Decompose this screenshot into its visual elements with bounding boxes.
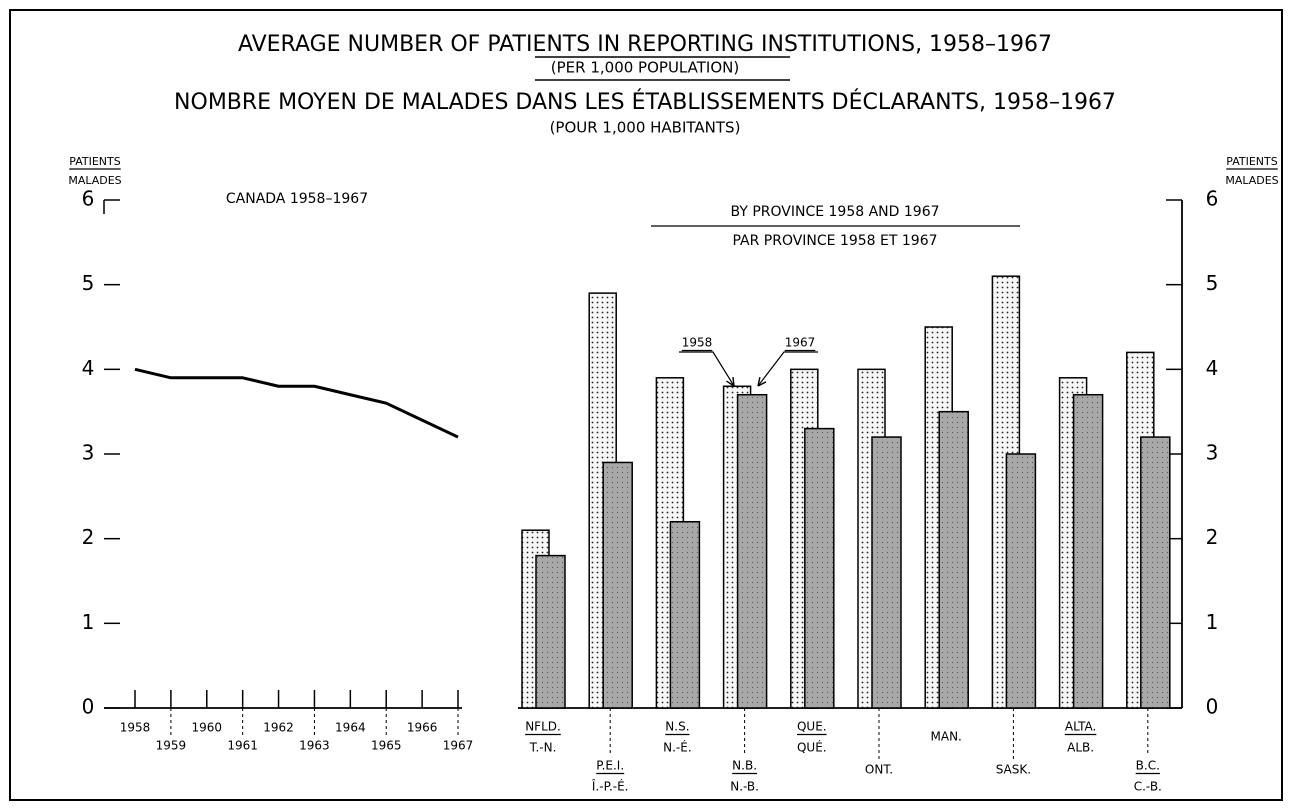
x-category-label-fr: T.-N.	[529, 741, 557, 755]
y-tick-label: 5	[82, 271, 95, 295]
x-category-label: ONT.	[865, 763, 893, 777]
annotation-arrowhead	[757, 377, 767, 387]
chart-title: CANADA 1958–1967	[226, 191, 368, 207]
x-category-label-fr: N.-B.	[730, 780, 759, 794]
y-axis-label-fr: MALADES	[68, 174, 121, 187]
bar	[938, 410, 969, 709]
series-annotation: 1967	[785, 336, 816, 350]
bar	[1072, 393, 1104, 709]
bar	[1005, 453, 1037, 709]
x-category-label: ALTA.	[1065, 720, 1096, 734]
x-category-label-fr: C.-B.	[1134, 780, 1162, 794]
y-tick-label: 6	[1206, 187, 1219, 211]
x-category-label-fr: Î.-P.-É.	[591, 779, 629, 794]
bar	[602, 461, 633, 709]
x-tick-label: 1965	[371, 739, 402, 753]
x-tick-label: 1959	[156, 739, 187, 753]
title-fr: NOMBRE MOYEN DE MALADES DANS LES ÉTABLIS…	[174, 89, 1116, 115]
y-tick-label: 6	[82, 187, 95, 211]
y-tick-label: 2	[1206, 525, 1219, 549]
x-tick-label: 1961	[227, 739, 258, 753]
bar	[736, 393, 768, 709]
x-tick-label: 1966	[407, 721, 438, 735]
x-category-label-fr: N.-É.	[663, 740, 692, 755]
chart-title: BY PROVINCE 1958 AND 1967	[730, 204, 939, 220]
x-category-label: P.E.I.	[596, 759, 624, 773]
x-category-label: MAN.	[931, 730, 962, 744]
annotation-arrow	[679, 351, 735, 387]
y-tick-label: 2	[82, 525, 95, 549]
x-category-label-fr: QUÉ.	[797, 740, 827, 755]
frame	[9, 9, 1283, 801]
bar	[669, 520, 701, 709]
y-tick-label: 4	[1206, 356, 1219, 380]
x-category-label: N.B.	[732, 759, 757, 773]
y-tick-label: 1	[82, 610, 95, 634]
x-tick-label: 1960	[192, 721, 223, 735]
x-category-label: SASK.	[996, 763, 1031, 777]
x-tick-label: 1963	[299, 739, 330, 753]
x-category-label: NFLD.	[525, 720, 561, 734]
x-tick-label: 1958	[120, 721, 151, 735]
y-tick-label: 5	[1206, 271, 1219, 295]
subtitle-fr: (POUR 1,000 HABITANTS)	[550, 119, 741, 137]
x-tick-label: 1964	[335, 721, 366, 735]
series-annotation: 1958	[682, 336, 713, 350]
y-tick-label: 0	[82, 695, 95, 719]
y-tick-label: 0	[1206, 695, 1219, 719]
x-category-label: QUE.	[797, 720, 827, 734]
y-axis-label-fr: MALADES	[1225, 174, 1278, 187]
annotation-arrowhead	[726, 376, 735, 387]
y-axis-label: PATIENTS	[1226, 155, 1277, 168]
y-axis-label: PATIENTS	[69, 155, 120, 168]
y-tick-label: 3	[82, 441, 95, 465]
bar	[804, 427, 835, 709]
x-tick-label: 1967	[443, 739, 474, 753]
annotation-arrow	[757, 351, 818, 387]
bar	[535, 554, 566, 709]
x-category-label-fr: ALB.	[1067, 741, 1094, 755]
y-tick-label: 1	[1206, 610, 1219, 634]
x-category-label: N.S.	[665, 720, 689, 734]
x-category-label: B.C.	[1136, 759, 1160, 773]
subtitle: (PER 1,000 POPULATION)	[551, 59, 739, 77]
y-tick-label: 3	[1206, 441, 1219, 465]
bar	[871, 436, 902, 709]
y-tick-label: 4	[82, 356, 95, 380]
chart-title-fr: PAR PROVINCE 1958 ET 1967	[732, 233, 937, 249]
line-series	[134, 367, 459, 439]
bar	[1140, 436, 1171, 709]
title: AVERAGE NUMBER OF PATIENTS IN REPORTING …	[238, 32, 1052, 57]
x-tick-label: 1962	[263, 721, 294, 735]
